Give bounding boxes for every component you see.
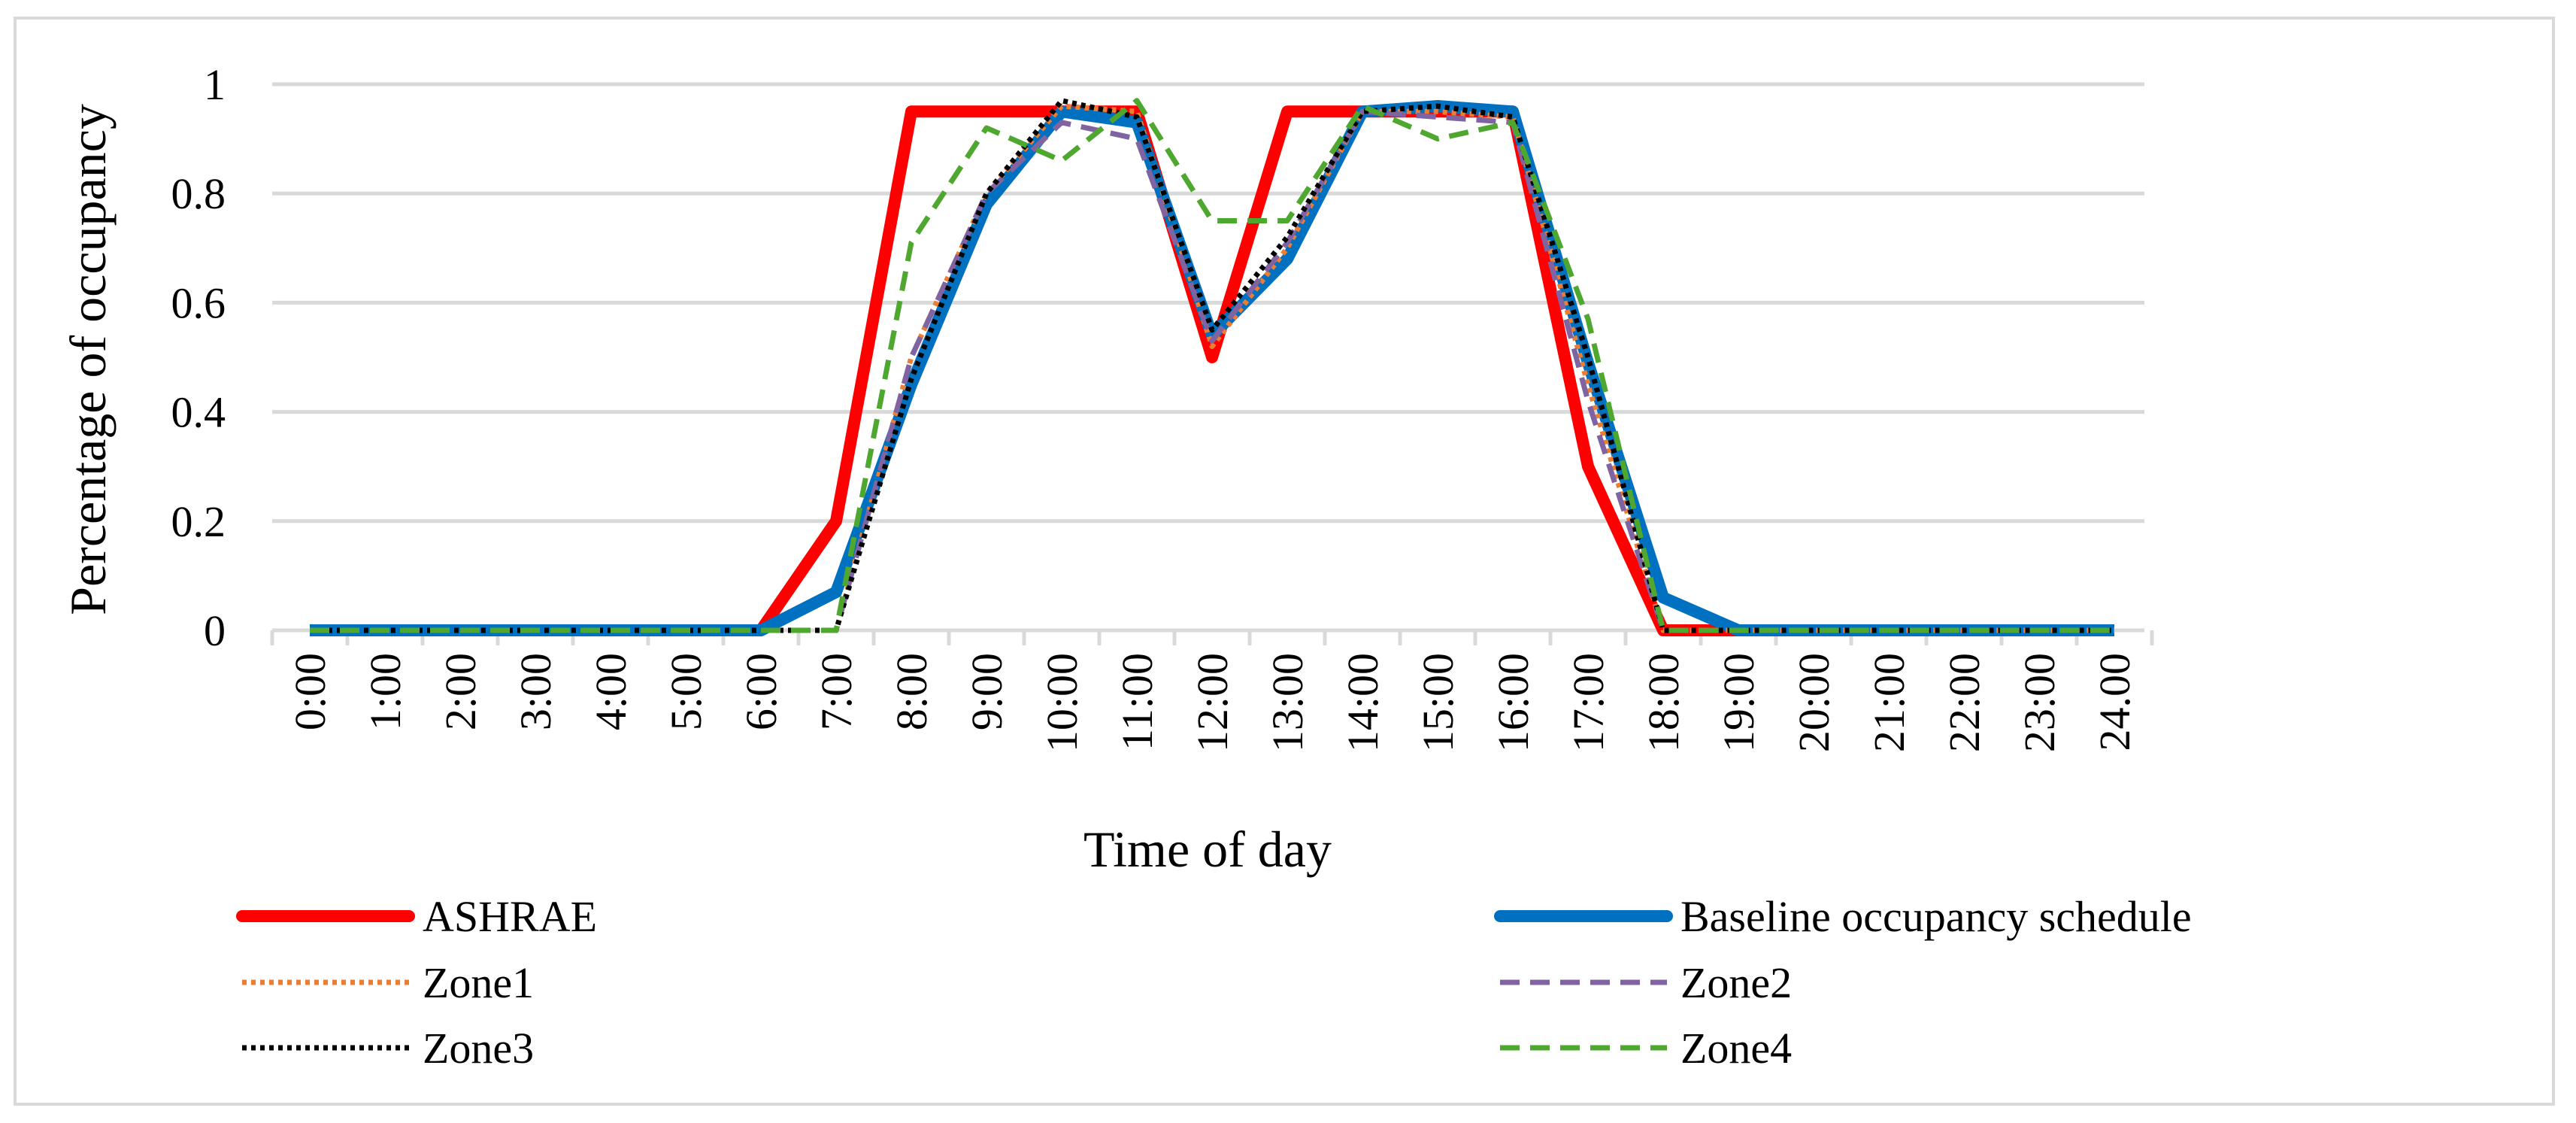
x-tick-label: 18:00 — [1639, 653, 1688, 752]
y-tick-label: 0 — [204, 606, 226, 655]
x-tick-label: 7:00 — [812, 653, 861, 730]
x-tick-label: 24.00 — [2090, 653, 2139, 751]
series-line-zone3 — [310, 98, 2114, 633]
x-tick-label: 12:00 — [1188, 653, 1237, 752]
x-tick-label: 21:00 — [1865, 653, 1914, 752]
x-tick-label: 16:00 — [1489, 653, 1538, 752]
legend: ASHRAE Baseline occupancy schedule Zone1 Zo… — [236, 892, 2192, 1073]
legend-label: ASHRAE — [423, 892, 597, 941]
series-line-zone1 — [310, 103, 2114, 633]
x-tick-label: 11:00 — [1113, 653, 1162, 751]
y-tick-label: 0.4 — [171, 388, 226, 437]
y-tick-label: 0.2 — [171, 497, 226, 546]
x-tick-label: 6:00 — [737, 653, 786, 730]
x-tick-label: 20:00 — [1790, 653, 1838, 752]
x-tick-label: 10:00 — [1038, 653, 1086, 752]
legend-label: Baseline occupancy schedule — [1680, 892, 2192, 941]
legend-label: Zone3 — [423, 1024, 534, 1073]
x-axis-title: Time of day — [1083, 821, 1332, 878]
chart-frame — [14, 17, 2555, 1106]
legend-label: Zone4 — [1680, 1024, 1792, 1073]
series-line-ashrae — [310, 105, 2114, 636]
legend-label: Zone1 — [423, 958, 534, 1007]
series-line-baseline-occupancy-schedule — [310, 100, 2114, 636]
legend-label: Zone2 — [1680, 958, 1792, 1007]
gridlines — [272, 82, 2144, 524]
x-axis-tick-labels: 0:00 1:00 2:00 3:00 4:00 5:00 6:00 7:00 8:00 9:00… — [286, 653, 2139, 752]
x-tick-label: 3:00 — [511, 653, 560, 730]
x-tick-label: 15:00 — [1414, 653, 1462, 752]
y-tick-label: 1 — [204, 60, 226, 109]
x-tick-label: 5:00 — [662, 653, 711, 730]
x-tick-label: 4:00 — [586, 653, 635, 730]
y-axis-title: Percentage of occupancy — [59, 104, 117, 615]
x-tick-label: 17:00 — [1564, 653, 1613, 752]
x-tick-label: 0:00 — [286, 653, 335, 730]
series-line-zone4 — [310, 98, 2114, 633]
series-lines — [310, 98, 2114, 636]
x-tick-label: 9:00 — [962, 653, 1011, 730]
x-tick-label: 23:00 — [2015, 653, 2064, 752]
x-tick-label: 8:00 — [887, 653, 936, 730]
series-line-zone2 — [310, 108, 2114, 633]
y-tick-label: 0.6 — [171, 278, 226, 327]
x-tick-label: 1:00 — [361, 653, 410, 730]
x-tick-label: 19:00 — [1714, 653, 1763, 752]
y-tick-label: 0.8 — [171, 169, 226, 218]
x-tick-label: 22:00 — [1940, 653, 1989, 752]
x-tick-label: 13:00 — [1263, 653, 1312, 752]
y-axis-tick-labels: 0 0.2 0.4 0.6 0.8 1 — [171, 60, 226, 655]
x-tick-label: 2:00 — [436, 653, 485, 730]
x-tick-label: 14:00 — [1338, 653, 1387, 752]
